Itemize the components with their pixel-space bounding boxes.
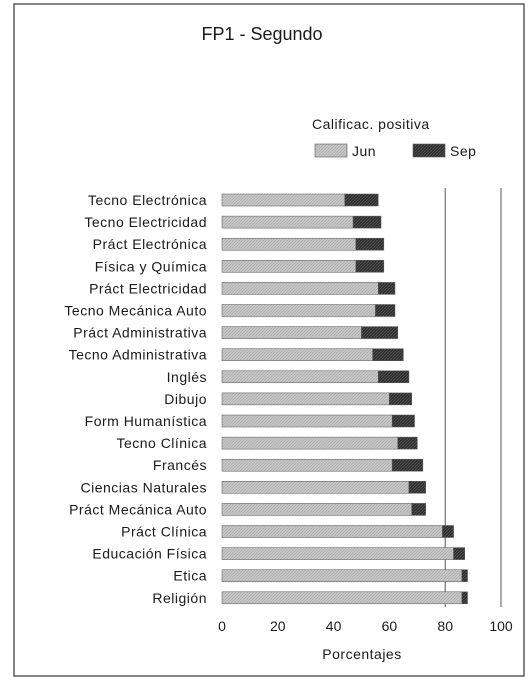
- x-tick-labels: 0 20 40 60 80 100: [218, 618, 513, 634]
- category-label: Educación Física: [92, 546, 207, 562]
- bar-sep: [389, 392, 412, 406]
- bar-sep: [408, 481, 426, 494]
- bar-jun: [221, 525, 443, 538]
- bar-sep: [411, 503, 426, 516]
- bar-jun: [221, 503, 412, 516]
- category-label: Religión: [152, 590, 207, 606]
- x-tick-label: 60: [382, 618, 398, 634]
- bar-sep: [442, 525, 454, 538]
- bar-jun: [221, 569, 463, 582]
- bar-jun: [221, 260, 357, 273]
- bar-jun: [221, 481, 410, 494]
- legend: Jun Sep: [314, 143, 476, 159]
- x-tick-label: 40: [326, 618, 342, 634]
- category-label: Francés: [153, 457, 207, 473]
- x-tick-label: 100: [489, 618, 513, 634]
- bar-sep: [377, 370, 410, 384]
- bar-jun: [221, 414, 393, 428]
- category-label: Dibujo: [164, 391, 207, 407]
- bar-jun: [221, 392, 390, 406]
- gridlines: [444, 188, 502, 607]
- bar-jun: [221, 436, 399, 450]
- category-label: Práct Electricidad: [89, 280, 207, 296]
- bar-jun: [221, 237, 357, 251]
- bar-jun: [221, 348, 373, 361]
- category-label: Tecno Clínica: [116, 435, 207, 451]
- x-tick-label: 80: [437, 618, 453, 634]
- category-label: Form Humanística: [85, 413, 207, 429]
- category-label: Ciencias Naturales: [81, 479, 208, 495]
- bar-sep: [461, 591, 468, 605]
- bar-sep: [355, 260, 385, 273]
- x-tick-label: 0: [218, 618, 226, 634]
- bar-jun: [221, 304, 376, 317]
- category-labels: Tecno Electrónica Tecno Electricidad Práct…: [64, 192, 208, 606]
- legend-label-sep: Sep: [450, 143, 476, 159]
- bar-sep: [391, 414, 415, 428]
- category-label: Práct Electrónica: [93, 236, 207, 252]
- bar-sep: [352, 215, 382, 229]
- x-tick-label: 20: [270, 618, 286, 634]
- bar-jun: [221, 591, 463, 605]
- category-label: Etica: [173, 568, 207, 584]
- legend-swatch-jun: [314, 143, 348, 158]
- bar-jun: [221, 282, 379, 295]
- legend-label-jun: Jun: [352, 143, 376, 159]
- bar-sep: [391, 458, 424, 472]
- category-label: Tecno Electricidad: [84, 214, 207, 230]
- bar-sep: [361, 326, 399, 339]
- bars: [221, 193, 468, 605]
- category-label: Práct Mecánica Auto: [69, 501, 207, 517]
- x-axis-label: Porcentajes: [322, 646, 401, 662]
- bar-sep: [372, 348, 404, 361]
- chart-title: FP1 - Segundo: [201, 24, 322, 44]
- bar-sep: [397, 436, 418, 450]
- legend-title: Calificac. positiva: [312, 116, 430, 132]
- bar-sep: [461, 569, 468, 582]
- bar-sep: [377, 282, 396, 295]
- bar-jun: [221, 215, 354, 229]
- bar-jun: [221, 326, 362, 339]
- bar-jun: [221, 547, 454, 560]
- category-label: Práct Administrativa: [73, 325, 207, 341]
- category-label: Tecno Electrónica: [88, 192, 207, 208]
- bar-sep: [453, 547, 465, 560]
- category-label: Física y Química: [95, 258, 207, 274]
- category-label: Práct Clínica: [121, 524, 207, 540]
- bar-jun: [221, 193, 346, 207]
- bar-jun: [221, 458, 393, 472]
- legend-swatch-sep: [412, 143, 446, 158]
- bar-sep: [355, 237, 385, 251]
- bar-sep: [344, 193, 379, 207]
- chart-frame: [13, 3, 525, 677]
- bar-sep: [375, 304, 396, 317]
- bar-jun: [221, 370, 379, 384]
- category-label: Tecno Mecánica Auto: [64, 303, 207, 319]
- category-label: Inglés: [167, 369, 207, 385]
- category-label: Tecno Administrativa: [69, 347, 207, 363]
